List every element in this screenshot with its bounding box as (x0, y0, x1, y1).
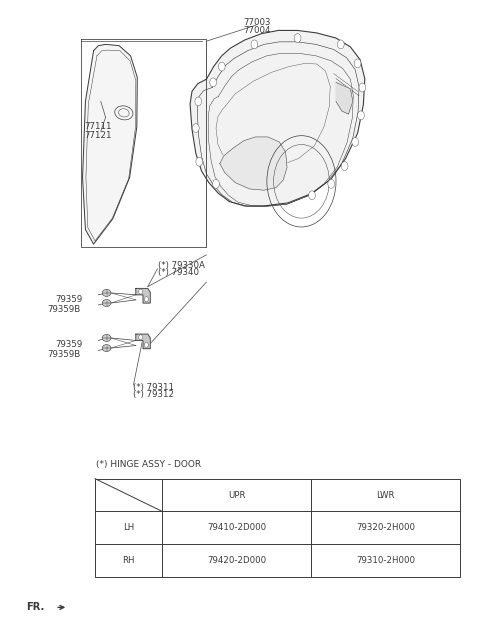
Text: 79359B: 79359B (47, 305, 80, 314)
Circle shape (139, 335, 143, 340)
Ellipse shape (102, 299, 111, 307)
Text: LH: LH (123, 523, 134, 533)
Circle shape (309, 191, 315, 200)
Text: UPR: UPR (228, 491, 245, 500)
Polygon shape (136, 334, 150, 349)
Bar (95, 479, 460, 577)
Polygon shape (336, 82, 353, 114)
Text: 77003: 77003 (243, 18, 271, 27)
Text: 79410-2D000: 79410-2D000 (207, 523, 266, 533)
Polygon shape (83, 44, 137, 244)
Text: 79359: 79359 (55, 295, 83, 304)
Circle shape (195, 97, 202, 106)
Text: (*) 79340: (*) 79340 (158, 268, 199, 277)
Text: (*) 79311: (*) 79311 (133, 383, 174, 392)
Text: FR.: FR. (26, 602, 45, 612)
Circle shape (218, 62, 225, 71)
Text: 79320-2H000: 79320-2H000 (356, 523, 415, 533)
Circle shape (352, 138, 359, 146)
Circle shape (337, 40, 344, 49)
Circle shape (251, 40, 258, 49)
Circle shape (354, 59, 361, 68)
Circle shape (294, 34, 301, 42)
Circle shape (144, 297, 148, 302)
Text: 79359: 79359 (55, 340, 83, 349)
Polygon shape (190, 30, 365, 206)
Circle shape (213, 179, 219, 188)
Polygon shape (136, 288, 150, 303)
Text: 77121: 77121 (84, 131, 111, 139)
Text: 77004: 77004 (243, 26, 271, 35)
Text: (*) 79312: (*) 79312 (133, 391, 174, 399)
Text: (*) 79330A: (*) 79330A (158, 261, 205, 269)
Polygon shape (220, 137, 287, 190)
Text: 79310-2H000: 79310-2H000 (356, 556, 415, 565)
Circle shape (328, 179, 335, 188)
Circle shape (196, 157, 203, 166)
Circle shape (139, 289, 143, 294)
Text: (*) HINGE ASSY - DOOR: (*) HINGE ASSY - DOOR (96, 460, 201, 469)
Ellipse shape (102, 344, 111, 351)
Circle shape (341, 162, 348, 171)
Circle shape (210, 78, 216, 87)
Text: 77111: 77111 (84, 122, 111, 131)
Circle shape (192, 124, 199, 133)
Circle shape (144, 342, 148, 347)
Ellipse shape (102, 334, 111, 341)
Circle shape (359, 83, 366, 92)
Text: 79359B: 79359B (47, 350, 80, 359)
Text: 79420-2D000: 79420-2D000 (207, 556, 266, 565)
Ellipse shape (102, 289, 111, 297)
Text: RH: RH (122, 556, 135, 565)
Circle shape (358, 111, 364, 120)
Text: LWR: LWR (376, 491, 395, 500)
